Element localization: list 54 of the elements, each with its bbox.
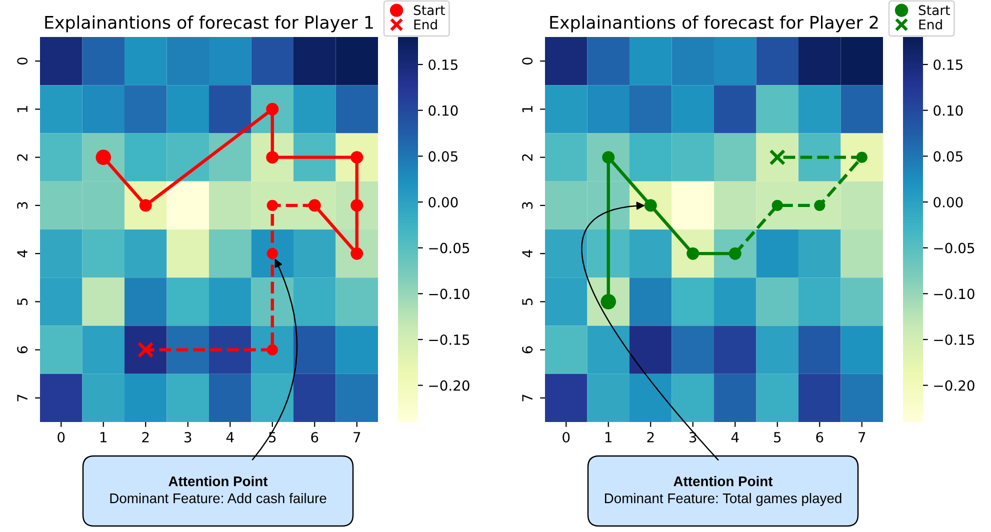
chart-title: Explainantions of forecast for Player 2 xyxy=(550,15,878,32)
y-tick-label: 2 xyxy=(17,154,28,161)
color-bar-label: 0.10 xyxy=(428,105,458,116)
color-bar-label: 0.10 xyxy=(934,105,963,116)
x-tick-label: 7 xyxy=(354,432,360,442)
y-tick-label: 1 xyxy=(17,106,28,112)
legend-label: End xyxy=(414,19,437,30)
color-bar-label: 0.00 xyxy=(934,196,963,208)
y-tick-label: 6 xyxy=(17,346,28,354)
color-bar-label: 0.15 xyxy=(934,59,962,70)
y-tick-label: 0 xyxy=(17,58,28,65)
y-tick-label: 0 xyxy=(522,58,533,65)
x-tick-label: 1 xyxy=(605,432,612,442)
color-bar-label: 0.00 xyxy=(428,196,458,208)
color-bar-label: −0.05 xyxy=(429,242,470,254)
x-tick-label: 6 xyxy=(816,432,824,442)
y-tick-label: 5 xyxy=(522,298,533,306)
color-bar-label: −0.20 xyxy=(429,380,470,391)
color-bar-label: −0.15 xyxy=(934,334,974,345)
y-tick-label: 1 xyxy=(522,106,532,112)
y-tick-label: 4 xyxy=(522,250,532,258)
legend-label: End xyxy=(919,19,942,30)
x-tick-label: 6 xyxy=(311,432,318,442)
chart-title: Explainantions of forecast for Player 1 xyxy=(45,15,373,32)
x-tick-label: 2 xyxy=(142,432,149,442)
color-bar-label: −0.05 xyxy=(934,242,974,254)
color-bar-label: −0.20 xyxy=(934,380,974,391)
annotation: Attention Point Dominant Feature: Add cash failure xyxy=(110,476,326,504)
y-tick-label: 6 xyxy=(522,346,533,354)
legend-label: Start xyxy=(414,5,445,16)
color-bar-label: 0.05 xyxy=(934,151,962,162)
color-bar-label: −0.15 xyxy=(429,334,470,345)
x-tick-label: 2 xyxy=(647,432,654,442)
x-tick-label: 0 xyxy=(58,432,65,442)
x-tick-label: 7 xyxy=(858,432,866,442)
x-tick-label: 1 xyxy=(100,432,107,442)
x-tick-label: 4 xyxy=(731,432,739,442)
y-tick-label: 5 xyxy=(17,298,28,306)
color-bar-label: −0.10 xyxy=(934,288,974,300)
y-tick-label: 7 xyxy=(17,394,28,402)
color-bar-label: 0.15 xyxy=(428,59,458,70)
annotation: Attention Point Dominant Feature: Total games played xyxy=(604,476,842,506)
y-tick-label: 4 xyxy=(17,250,28,258)
y-tick-label: 7 xyxy=(522,394,532,402)
legend-label: Start xyxy=(918,5,950,16)
y-tick-label: 2 xyxy=(522,154,532,161)
x-tick-label: 5 xyxy=(774,432,781,442)
x-tick-label: 4 xyxy=(226,432,234,442)
color-bar-label: −0.10 xyxy=(429,288,470,300)
y-tick-label: 3 xyxy=(17,202,28,209)
x-tick-label: 3 xyxy=(184,432,192,442)
y-tick-label: 3 xyxy=(522,202,533,209)
x-tick-label: 0 xyxy=(562,432,570,442)
color-bar-label: 0.05 xyxy=(428,151,458,162)
